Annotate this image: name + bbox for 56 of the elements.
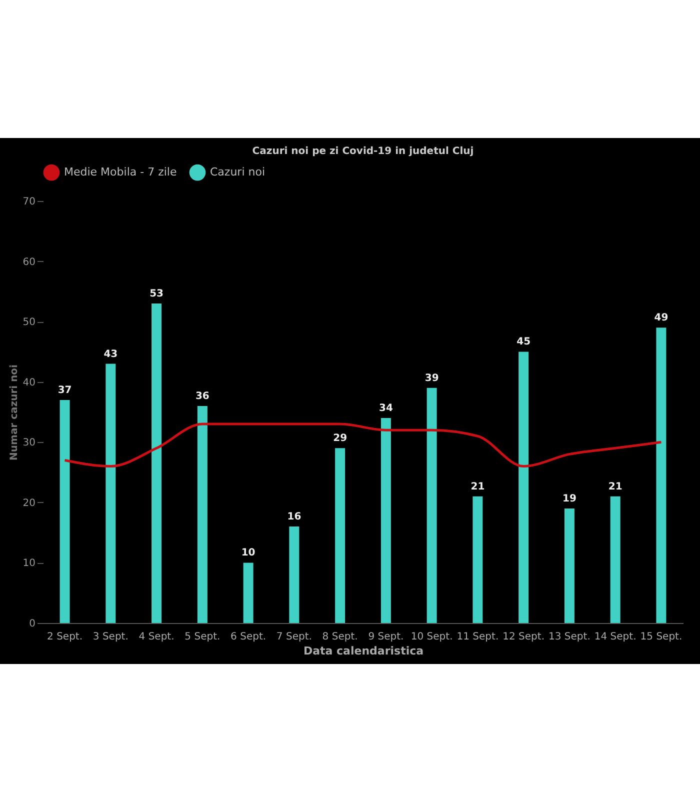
bar bbox=[289, 526, 300, 623]
y-tick-label: 40 bbox=[22, 377, 36, 388]
bar bbox=[152, 303, 162, 623]
data-label: 36 bbox=[195, 390, 210, 402]
data-label: 34 bbox=[378, 403, 393, 414]
bar bbox=[243, 562, 254, 623]
chart-title: Cazuri noi pe zi Covid-19 in judetul Cluj bbox=[252, 146, 474, 157]
data-label: 43 bbox=[104, 348, 118, 360]
x-tick-label: 14 Sept. bbox=[594, 632, 636, 642]
bar bbox=[335, 448, 346, 623]
x-tick-label: 13 Sept. bbox=[548, 632, 590, 642]
x-tick-label: 9 Sept. bbox=[368, 632, 404, 642]
bar bbox=[564, 508, 574, 623]
y-tick-label: 70 bbox=[22, 196, 36, 208]
x-tick-label: 3 Sept. bbox=[92, 632, 128, 642]
line-series bbox=[64, 422, 662, 468]
y-tick-label: 0 bbox=[29, 618, 36, 630]
bar bbox=[518, 352, 529, 623]
data-label: 19 bbox=[562, 493, 576, 504]
bar bbox=[426, 388, 437, 623]
bar bbox=[610, 496, 620, 623]
bar bbox=[380, 418, 391, 623]
data-label: 49 bbox=[654, 312, 668, 324]
x-tick-label: 5 Sept. bbox=[184, 632, 220, 642]
data-label: 16 bbox=[287, 512, 302, 523]
x-axis-title: Data calendaristica bbox=[303, 644, 424, 658]
data-label: 37 bbox=[58, 384, 72, 396]
bar bbox=[60, 400, 70, 623]
y-tick-label: 20 bbox=[22, 498, 36, 509]
data-label: 45 bbox=[516, 336, 531, 348]
x-tick-label: 15 Sept. bbox=[640, 632, 682, 642]
data-label: 10 bbox=[241, 548, 256, 559]
data-label: 53 bbox=[150, 288, 164, 300]
data-label: 21 bbox=[608, 481, 622, 492]
y-tick-label: 50 bbox=[22, 317, 36, 328]
y-tick-label: 60 bbox=[22, 256, 36, 268]
data-label: 39 bbox=[424, 372, 439, 384]
y-tick-label: 30 bbox=[22, 438, 36, 449]
data-label: 29 bbox=[333, 433, 348, 444]
x-tick-label: 2 Sept. bbox=[47, 632, 83, 642]
x-tick-label: 10 Sept. bbox=[410, 632, 453, 642]
bar bbox=[106, 364, 116, 623]
data-label: 21 bbox=[470, 481, 485, 492]
x-tick-label: 12 Sept. bbox=[502, 632, 545, 642]
y-axis-title: Numar cazuri noi bbox=[8, 364, 20, 460]
legend-label: Cazuri noi bbox=[210, 166, 265, 179]
x-tick-label: 8 Sept. bbox=[322, 632, 358, 642]
x-tick-label: 11 Sept. bbox=[456, 632, 499, 642]
x-tick-label: 6 Sept. bbox=[230, 632, 266, 642]
x-tick-label: 4 Sept. bbox=[138, 632, 174, 642]
bar bbox=[656, 328, 666, 623]
legend-label: Medie Mobila - 7 zile bbox=[64, 166, 177, 179]
bar bbox=[472, 496, 483, 623]
x-tick-label: 7 Sept. bbox=[276, 632, 312, 642]
y-tick-label: 10 bbox=[22, 558, 36, 570]
bar bbox=[197, 406, 208, 623]
